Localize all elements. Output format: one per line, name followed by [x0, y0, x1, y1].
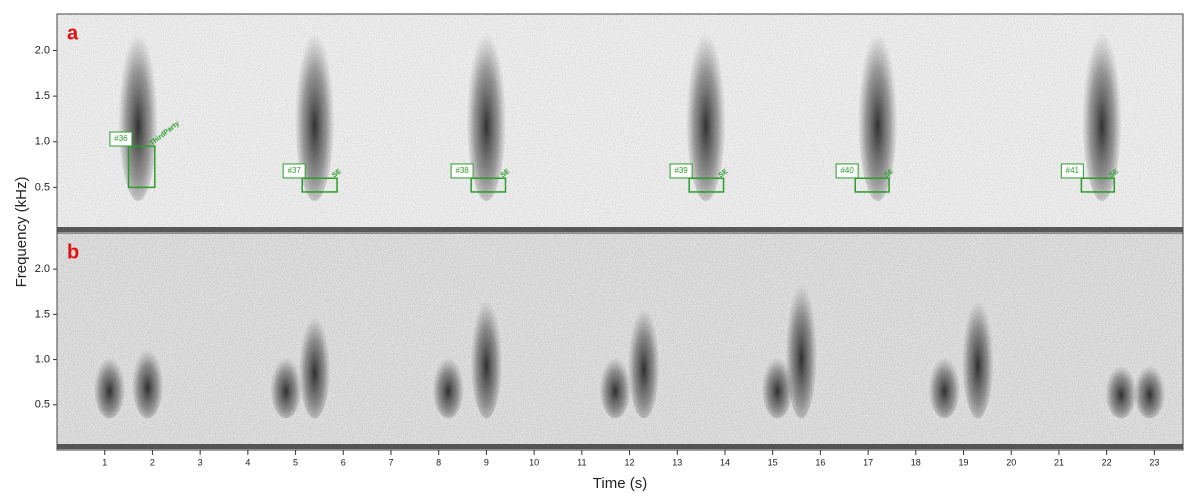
call: [1104, 359, 1137, 419]
y-tick-label: 1.5: [35, 308, 50, 320]
y-tick-label: 0.5: [35, 181, 50, 193]
annotation-box: [301, 177, 338, 193]
call: [93, 350, 126, 419]
call: [118, 14, 159, 202]
call: [270, 350, 303, 419]
annotation-tag: SE: [883, 168, 895, 179]
low-band: [57, 227, 1183, 232]
annotation-label-box: [282, 163, 306, 179]
call: [857, 14, 898, 202]
x-tick-label: 15: [768, 457, 778, 467]
x-tick-label: 18: [911, 457, 921, 467]
x-tick-label: 8: [436, 457, 441, 467]
x-tick-label: 12: [625, 457, 635, 467]
y-tick-label: 2.0: [35, 263, 50, 275]
call: [432, 350, 465, 419]
annotation-box: [688, 177, 725, 193]
x-tick-label: 1: [102, 457, 107, 467]
x-tick-label: 22: [1102, 457, 1112, 467]
x-tick-label: 11: [577, 457, 586, 467]
call: [961, 287, 994, 419]
x-tick-label: 23: [1149, 457, 1159, 467]
annotation-label-box: [450, 163, 474, 179]
annotation-tag: SE: [331, 168, 343, 179]
x-tick-label: 10: [529, 457, 539, 467]
call: [466, 14, 507, 202]
x-tick-label: 9: [484, 457, 489, 467]
x-tick-label: 21: [1054, 457, 1064, 467]
annotation-label: #37: [287, 166, 301, 175]
call: [599, 350, 632, 419]
y-tick-label: 1.0: [35, 353, 50, 365]
annotation-label: #40: [840, 166, 854, 175]
annotation-label: #36: [114, 134, 128, 143]
annotation-label: #38: [455, 166, 469, 175]
annotation-box: [854, 177, 890, 193]
call: [928, 350, 961, 419]
annotation-tag: SE: [718, 168, 730, 179]
call: [298, 305, 331, 419]
annotation-label-box: [669, 163, 693, 179]
x-axis-title: Time (s): [593, 475, 647, 492]
y-tick-label: 1.5: [35, 90, 50, 102]
x-tick-label: 6: [341, 457, 346, 467]
call: [131, 341, 164, 419]
panel-label: b: [67, 241, 79, 263]
annotation-label: #39: [674, 166, 688, 175]
x-tick-label: 5: [293, 457, 298, 467]
noise: [57, 233, 1183, 450]
annotation-label-box: [109, 131, 133, 147]
call: [1081, 14, 1122, 202]
low-band: [57, 444, 1183, 449]
annotation-label: #41: [1066, 166, 1080, 175]
panel-frame: [56, 232, 1184, 451]
x-tick-label: 13: [672, 457, 682, 467]
y-tick-label: 2.0: [35, 44, 50, 56]
annotation-box: [470, 177, 507, 193]
y-tick-label: 0.5: [35, 399, 50, 411]
call: [761, 350, 794, 419]
call: [685, 14, 726, 202]
annotation-label-box: [835, 163, 859, 179]
panel-label: a: [67, 22, 79, 44]
annotation-label-box: [1060, 163, 1084, 179]
x-tick-label: 7: [388, 457, 393, 467]
x-tick-label: 2: [150, 457, 155, 467]
call: [294, 14, 335, 202]
annotation-box: [1080, 177, 1116, 193]
call: [470, 287, 503, 419]
call: [785, 269, 818, 419]
annotation-tag: SE: [1108, 168, 1120, 179]
x-tick-label: 3: [198, 457, 203, 467]
call: [1133, 359, 1166, 419]
annotation-tag: SE: [500, 168, 512, 179]
x-tick-label: 14: [720, 457, 730, 467]
x-tick-label: 17: [863, 457, 873, 467]
annotation-box: [127, 145, 156, 189]
y-tick-label: 1.0: [35, 136, 50, 148]
x-tick-label: 19: [959, 457, 969, 467]
y-axis-title: Frequency (kHz): [13, 177, 30, 288]
call: [627, 296, 660, 419]
x-tick-label: 4: [245, 457, 250, 467]
x-tick-label: 16: [815, 457, 825, 467]
noise: [57, 14, 1183, 233]
x-tick-label: 20: [1006, 457, 1016, 467]
